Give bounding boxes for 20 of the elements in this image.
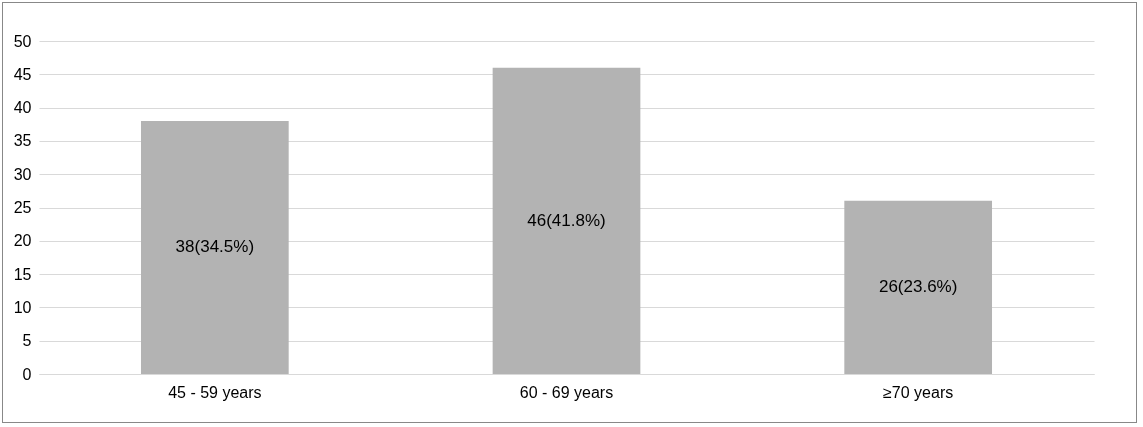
x-tick-label: ≥70 years <box>883 383 954 401</box>
y-tick-label: 35 <box>13 132 32 150</box>
y-tick-label: 50 <box>13 32 32 50</box>
y-tick-label: 25 <box>13 199 32 216</box>
y-tick-label: 40 <box>13 99 32 117</box>
bar <box>492 67 641 374</box>
bar <box>844 200 993 374</box>
y-tick-label: 45 <box>13 65 32 83</box>
y-tick-label: 15 <box>13 265 32 283</box>
data-label: 38(34.5%) <box>175 237 255 257</box>
x-tick-label: 60 - 69 years <box>519 383 614 401</box>
y-tick-label: 5 <box>22 332 32 350</box>
data-label: 46(41.8%) <box>527 210 606 230</box>
y-tick-label: 20 <box>13 232 32 250</box>
y-tick-label: 30 <box>13 165 32 183</box>
data-label: 26(23.6%) <box>878 277 958 297</box>
bar <box>140 120 289 374</box>
y-tick-label: 10 <box>13 298 32 316</box>
x-tick-label: 45 - 59 years <box>168 383 262 401</box>
y-tick-label: 0 <box>22 365 32 383</box>
